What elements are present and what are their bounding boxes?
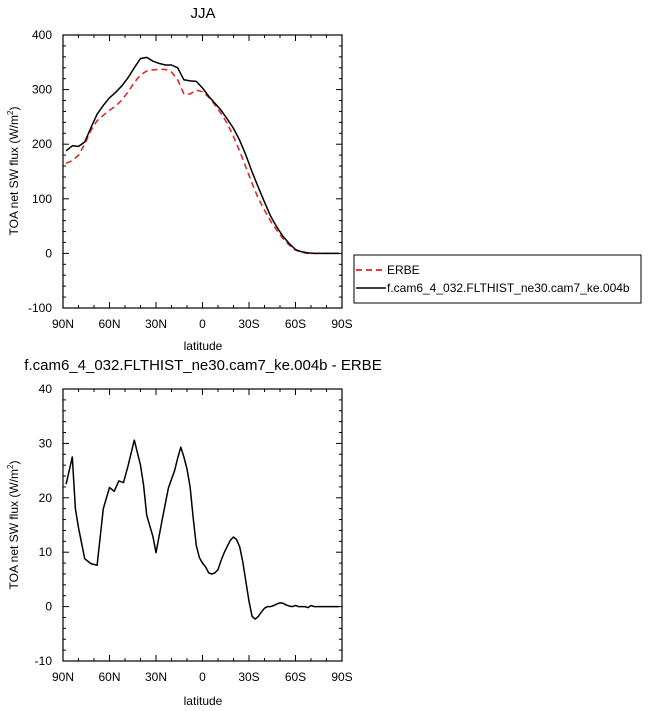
top-x-axis-label: latitude xyxy=(184,339,223,353)
top-y-tick-label: 0 xyxy=(45,246,52,260)
top-y-tick-label: 200 xyxy=(32,137,52,151)
top-plot-frame xyxy=(62,34,343,309)
bottom-y-axis-label-text: TOA net SW flux (W/m xyxy=(7,469,21,589)
top-chart-title: JJA xyxy=(190,5,215,22)
top-y-axis-label-close: ) xyxy=(7,107,21,111)
bottom-y-axis-label-superscript: 2 xyxy=(6,464,15,469)
legend: ERBE f.cam6_4_032.FLTHIST_ne30.cam7_ke.0… xyxy=(353,254,642,304)
top-axis-ticks: 90N 60N 30N 0 30S 60S 90S -100 0 100 200 300 400 xyxy=(28,28,353,331)
legend-model-label: f.cam6_4_032.FLTHIST_ne30.cam7_ke.004b xyxy=(387,281,630,295)
bottom-series-line-difference xyxy=(65,439,339,620)
top-series-lines xyxy=(65,56,339,255)
bottom-y-axis-label: TOA net SW flux (W/m2) xyxy=(6,461,21,590)
bottom-y-axis-label-close: ) xyxy=(7,461,21,465)
top-x-tick-label: 60N xyxy=(98,317,120,331)
bottom-x-tick-label: 0 xyxy=(199,670,206,684)
top-y-tick-label: -100 xyxy=(28,301,52,315)
top-y-axis-label-text: TOA net SW flux (W/m xyxy=(7,115,21,235)
legend-erbe-label: ERBE xyxy=(387,263,420,277)
top-x-tick-label: 60S xyxy=(285,317,306,331)
bottom-x-tick-label: 60N xyxy=(98,670,120,684)
top-chart-panel: JJA 90N 60N 30N 0 30S 60S 90S -100 0 100 200 300 400… xyxy=(6,5,642,353)
top-x-tick-label: 30S xyxy=(238,317,259,331)
top-y-tick-label: 400 xyxy=(32,28,52,42)
bottom-y-tick-label: 30 xyxy=(39,436,53,450)
top-y-tick-label: 300 xyxy=(32,83,52,97)
bottom-y-tick-label: 0 xyxy=(45,600,52,614)
bottom-plot-frame xyxy=(62,388,343,662)
top-x-tick-label: 0 xyxy=(199,317,206,331)
top-x-tick-label: 90N xyxy=(52,317,74,331)
bottom-y-tick-label: -10 xyxy=(35,654,53,668)
bottom-x-tick-label: 60S xyxy=(285,670,306,684)
top-y-axis-label-superscript: 2 xyxy=(6,110,15,115)
legend-box xyxy=(353,254,642,304)
bottom-x-tick-label: 30S xyxy=(238,670,259,684)
bottom-x-axis-label: latitude xyxy=(184,694,223,708)
top-series-line-erbe xyxy=(65,68,339,255)
bottom-x-tick-label: 90N xyxy=(52,670,74,684)
top-series-line-model xyxy=(65,56,339,255)
bottom-x-tick-label: 90S xyxy=(331,670,352,684)
bottom-chart-panel: f.cam6_4_032.FLTHIST_ne30.cam7_ke.004b -… xyxy=(6,357,382,708)
bottom-x-tick-label: 30N xyxy=(145,670,167,684)
bottom-chart-title: f.cam6_4_032.FLTHIST_ne30.cam7_ke.004b -… xyxy=(24,357,381,374)
bottom-axis-ticks: 90N 60N 30N 0 30S 60S 90S -10 0 10 20 30 40 xyxy=(35,382,353,684)
top-y-tick-label: 100 xyxy=(32,192,52,206)
bottom-y-tick-label: 10 xyxy=(39,545,53,559)
bottom-y-tick-label: 40 xyxy=(39,382,53,396)
bottom-series-lines xyxy=(65,439,339,620)
top-y-axis-label: TOA net SW flux (W/m2) xyxy=(6,107,21,236)
bottom-y-tick-label: 20 xyxy=(39,491,53,505)
top-x-tick-label: 90S xyxy=(331,317,352,331)
top-x-tick-label: 30N xyxy=(145,317,167,331)
